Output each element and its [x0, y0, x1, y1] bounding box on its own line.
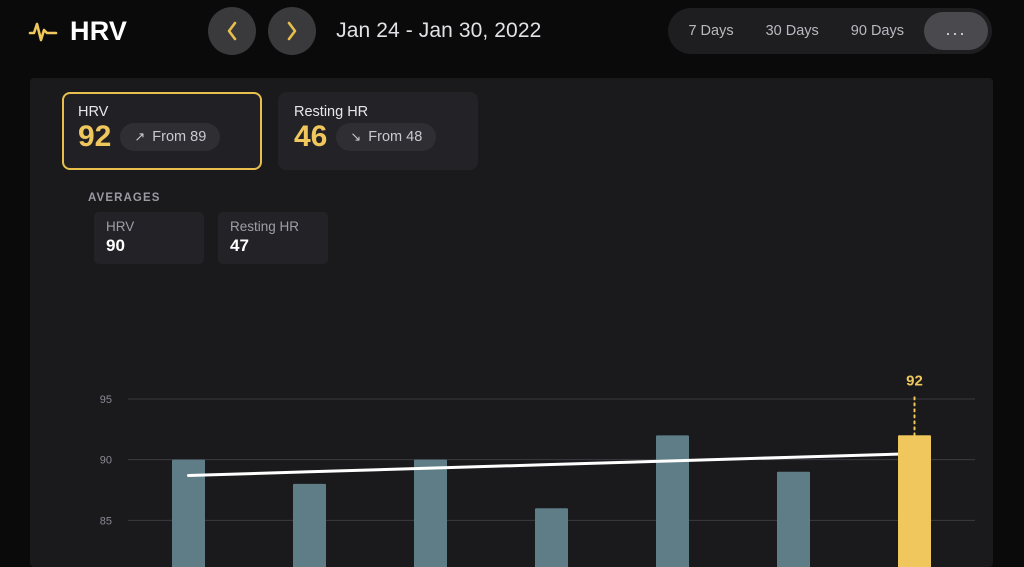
hrv-bar-chart: 808590959224JAN252627282930Jan — [30, 274, 993, 567]
metric-card-resting-hr-label: Resting HR — [294, 104, 369, 120]
brand: HRV — [28, 16, 127, 47]
highlight-value-label: 92 — [906, 372, 923, 389]
bar[interactable] — [293, 483, 326, 567]
metric-card-resting-hr-delta-text: From 48 — [368, 129, 423, 145]
more-options-button[interactable]: ... — [924, 12, 988, 50]
trend-line — [187, 452, 916, 477]
prev-period-button[interactable] — [208, 7, 257, 55]
bar[interactable] — [777, 471, 810, 567]
range-option-90-days[interactable]: 90 Days — [850, 23, 904, 39]
date-range-label: Jan 24 - Jan 30, 2022 — [336, 19, 542, 42]
metric-card-hrv-value: 92 — [78, 120, 112, 153]
average-card-resting-hr: Resting HR 47 — [218, 212, 328, 264]
average-card-resting-hr-value: 47 — [230, 236, 249, 255]
content-panel: HRV 92 ↗ From 89 Resting HR 46 ↘ From 48… — [30, 78, 993, 567]
chevron-right-icon — [285, 20, 299, 42]
date-nav — [208, 7, 317, 55]
y-axis-tick-label: 95 — [100, 394, 112, 406]
y-axis-tick-label: 90 — [100, 455, 112, 467]
metric-card-resting-hr-value: 46 — [294, 120, 328, 153]
average-card-hrv-value: 90 — [106, 236, 125, 255]
metric-card-hrv-label: HRV — [78, 104, 109, 120]
metric-card-resting-hr-body: 46 ↘ From 48 — [294, 122, 462, 152]
trend-down-icon: ↘ — [350, 129, 362, 144]
trend-up-icon: ↗ — [134, 129, 146, 144]
average-card-hrv: HRV 90 — [94, 212, 204, 264]
metric-card-hrv[interactable]: HRV 92 ↗ From 89 — [62, 92, 262, 170]
app-header: HRV Jan 24 - Jan 30, 2022 7 Days 30 Days… — [0, 0, 1024, 62]
metric-card-hrv-delta-text: From 89 — [152, 129, 207, 145]
metric-card-hrv-body: 92 ↗ From 89 — [78, 122, 246, 152]
bar[interactable] — [535, 508, 568, 567]
average-card-resting-hr-label: Resting HR — [230, 219, 300, 234]
heartbeat-icon — [28, 16, 58, 46]
chevron-left-icon — [225, 20, 239, 42]
range-option-30-days[interactable]: 30 Days — [765, 23, 819, 39]
bar[interactable] — [656, 435, 689, 567]
range-option-7-days[interactable]: 7 Days — [688, 23, 734, 39]
metric-card-resting-hr[interactable]: Resting HR 46 ↘ From 48 — [278, 92, 478, 170]
page-title: HRV — [70, 15, 128, 46]
average-card-hrv-label: HRV — [106, 219, 135, 234]
chart-canvas: 808590959224JAN252627282930Jan — [100, 372, 975, 567]
next-period-button[interactable] — [268, 7, 317, 55]
metric-card-hrv-delta: ↗ From 89 — [120, 123, 221, 151]
range-selector: 7 Days 30 Days 90 Days ... — [668, 8, 992, 54]
metric-cards: HRV 92 ↗ From 89 Resting HR 46 ↘ From 48 — [62, 92, 478, 170]
y-axis-tick-label: 85 — [100, 515, 112, 527]
averages-cards: HRV 90 Resting HR 47 — [94, 212, 328, 264]
bar[interactable] — [172, 459, 205, 567]
bar-highlighted[interactable] — [898, 435, 931, 567]
averages-heading: AVERAGES — [88, 192, 161, 204]
metric-card-resting-hr-delta: ↘ From 48 — [336, 123, 437, 151]
bar[interactable] — [414, 459, 447, 567]
